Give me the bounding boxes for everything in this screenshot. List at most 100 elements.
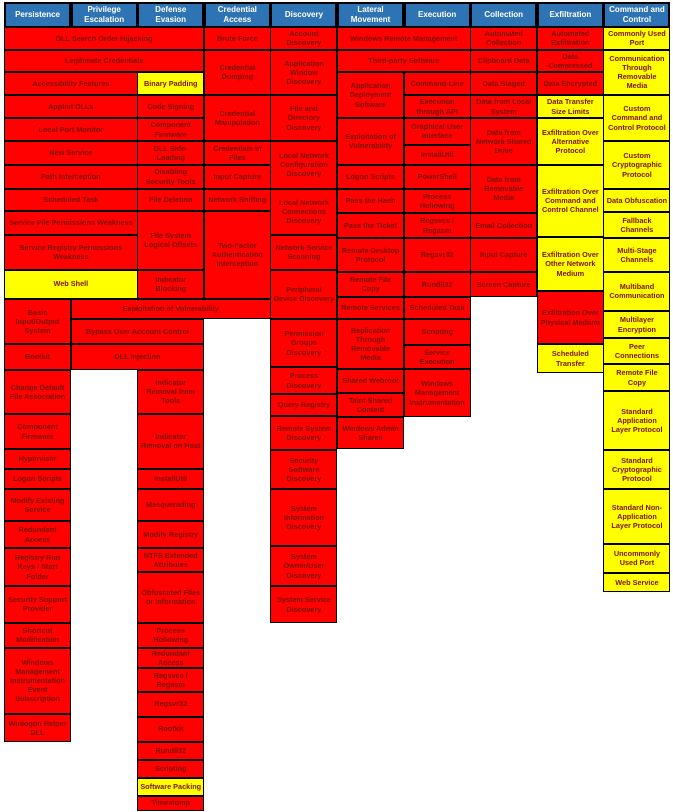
technique-cell: Rundll32 [137,741,205,760]
technique-cell: Remote Desktop Protocol [337,238,405,272]
technique-cell: Scripting [137,759,205,778]
technique-cell: Service Registry Permissions Weakness [4,234,138,270]
technique-cell: Data Transfer Size Limits [536,95,604,118]
technique-cell: Remote File Copy [603,364,671,391]
technique-cell: Peer Connections [603,338,671,364]
column-header-discovery: Discovery [270,2,338,28]
technique-cell: Peripheral Device Discovery [270,269,338,319]
technique-cell: Accessibility Features [4,72,138,95]
technique-cell: Exfiltration Over Physical Medium [536,291,604,344]
technique-cell: Scripting [403,319,471,345]
technique-cell: Obfuscated Files or Information [137,572,205,623]
technique-cell: Multilayer Encryption [603,311,671,338]
technique-cell: Component Firmware [137,118,205,141]
technique-cell: Fallback Channels [603,211,671,238]
technique-cell: Multi-Stage Channels [603,238,671,272]
technique-cell: Credential Manipulation [203,95,271,141]
column-header-defense-evasion: Defense Evasion [137,2,205,28]
technique-cell: Exploitation of Vulnerability [70,298,271,319]
technique-cell: Uncommonly Used Port [603,544,671,573]
technique-cell: Regsvr32 [403,238,471,272]
technique-cell: Command-Line [403,72,471,95]
technique-cell: Bootkit [4,344,72,370]
technique-cell: Regsvcs / Regasm [137,668,205,692]
technique-cell: Input Capture [470,238,538,272]
technique-cell: Taint Shared Content [337,392,405,417]
technique-cell: Indicator Removal on Host [137,414,205,469]
technique-cell: Code Signing [137,95,205,118]
technique-cell: Standard Cryptographic Protocol [603,449,671,489]
technique-cell: NTFS Extended Attributes [137,548,205,572]
technique-cell: Screen Capture [470,271,538,297]
technique-cell: Commonly Used Port [603,27,671,50]
technique-cell: Exfiltration Over Command and Control Ch… [536,164,604,237]
technique-cell: Local Network Configuration Discovery [270,141,338,189]
technique-cell: Permission Groups Discovery [270,319,338,367]
technique-cell: Pass the Hash [337,188,405,213]
column-header-collection: Collection [470,2,538,28]
technique-cell: Rundll32 [403,271,471,297]
technique-cell: Credential Dumping [203,49,271,95]
technique-cell: Network Sniffing [203,188,271,211]
column-header-command-and-control: Command and Control [603,2,671,28]
technique-cell: Third-party Software [337,49,471,72]
technique-cell: Shared Webroot [337,369,405,393]
technique-cell: Shortcut Modification [4,622,72,648]
column-header-credential-access: Credential Access [203,2,271,28]
technique-cell: InstallUtil [403,144,471,165]
technique-cell: Windows Admin Shares [337,417,405,449]
technique-cell: Rootkit [137,716,205,742]
technique-cell: InstallUtil [137,468,205,489]
technique-cell: Automated Exfiltration [536,27,604,50]
technique-cell: Data Staged [470,72,538,95]
technique-cell: Exploitation of Vulnerability [337,118,405,165]
technique-cell: Application Window Discovery [270,49,338,95]
technique-cell: PowerShell [403,164,471,189]
technique-cell: Security Software Discovery [270,450,338,489]
technique-cell: Path Interception [4,164,138,189]
technique-cell: System Service Discovery [270,586,338,623]
technique-cell: Legitimate Credentials [4,49,205,72]
technique-cell: DLL Side-Loading [137,141,205,165]
technique-cell: Web Service [603,572,671,592]
technique-cell: AppInit DLLs [4,95,138,118]
technique-cell: Data Encrypted [536,72,604,95]
technique-cell: Security Support Provider [4,586,72,623]
technique-cell: Process Hollowing [137,622,205,648]
technique-cell: System Information Discovery [270,489,338,546]
technique-cell: Change Default File Association [4,369,72,414]
technique-cell: Redundant Access [4,521,72,548]
technique-cell: Data from Removable Media [470,164,538,213]
technique-cell: Account Discovery [270,27,338,50]
technique-cell: Scheduled Task [403,297,471,319]
technique-cell: Remote System Discovery [270,416,338,450]
technique-cell: Service File Permissions Weakness [4,211,138,235]
technique-cell: New Service [4,141,138,165]
technique-cell: Timestomp [137,795,205,811]
technique-cell: Winlogon Helper DLL [4,714,72,742]
technique-cell: Regsvcs / Regasm [403,213,471,238]
technique-cell: File System Logical Offsets [137,211,205,270]
technique-cell: Pass the Ticket [337,213,405,238]
column-header-persistence: Persistence [4,2,72,28]
technique-cell: Registry Run Keys / Start Folder [4,548,72,586]
technique-cell: Custom Command and Control Protocol [603,95,671,141]
technique-cell: Data Compressed [536,49,604,72]
technique-cell: Graphical User Interface [403,118,471,145]
technique-cell: Input Capture [203,164,271,189]
technique-cell: Process Discovery [270,367,338,394]
technique-cell: Execution through API [403,95,471,118]
technique-cell: System Owner/User Discovery [270,546,338,586]
technique-cell: Process Hollowing [403,188,471,213]
technique-cell: Query Registry [270,394,338,416]
technique-cell: File and Directory Discovery [270,95,338,141]
technique-cell: DLL Search Order Hijacking [4,27,205,50]
technique-cell: File Deletion [137,188,205,211]
technique-cell: Network Service Scanning [270,234,338,270]
technique-cell: Indicator Blocking [137,269,205,299]
technique-cell: Email Collection [470,213,538,238]
technique-cell: Regsvr32 [137,691,205,717]
technique-cell: Binary Padding [137,72,205,95]
technique-cell: Communication Through Removable Media [603,49,671,95]
technique-cell: Exfiltration Over Alternative Protocol [536,118,604,165]
